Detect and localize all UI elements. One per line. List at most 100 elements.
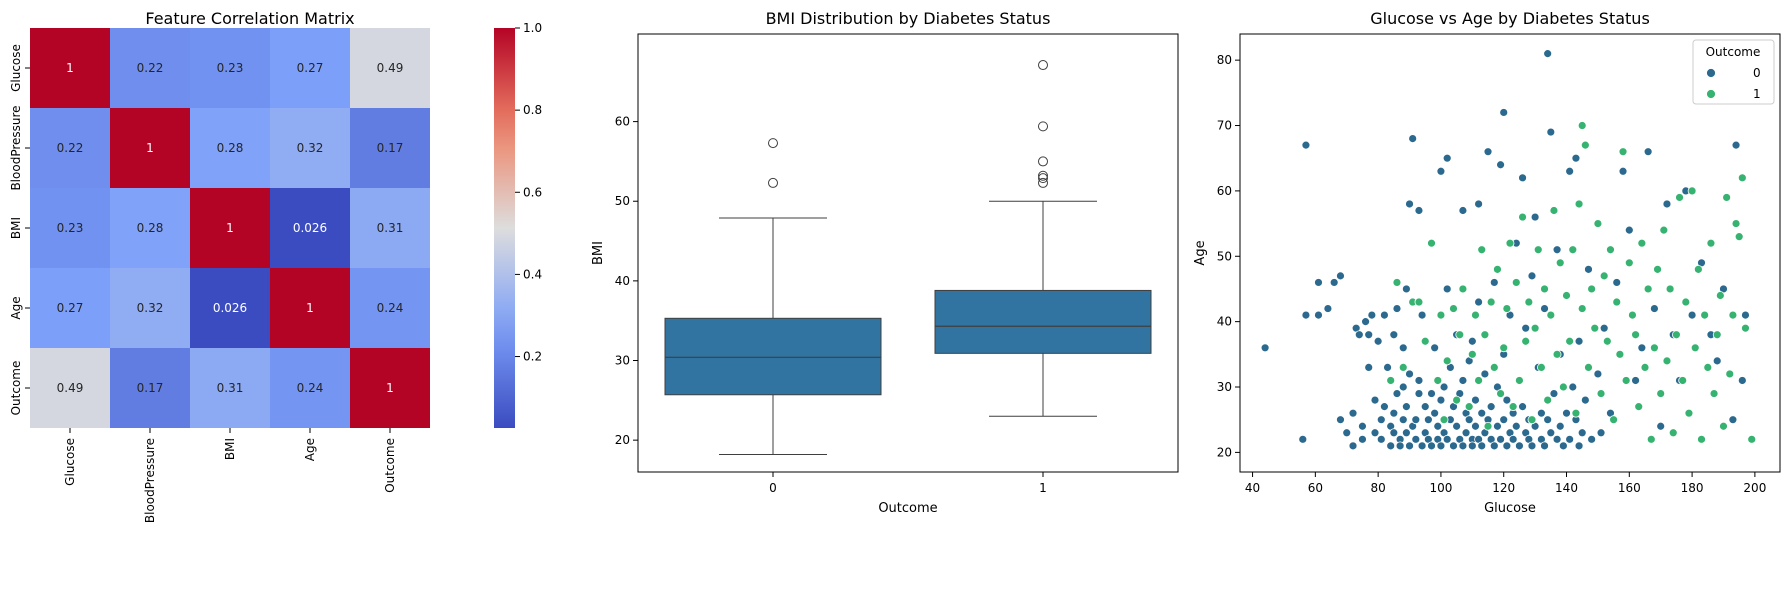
scatter-point-outcome-0 bbox=[1314, 310, 1323, 320]
heatmap-x-tick-label: Glucose bbox=[63, 438, 77, 486]
heatmap-x-tick-labels: Glucose BloodPressure BMI Age Outcome bbox=[63, 428, 397, 523]
heatmap-cell bbox=[30, 28, 110, 108]
heatmap-cell-value: 1 bbox=[306, 301, 314, 315]
scatter-x-tick-label: 60 bbox=[1308, 481, 1323, 495]
scatter-point-outcome-0 bbox=[1496, 434, 1505, 444]
scatter-point-outcome-1 bbox=[1524, 297, 1534, 307]
heatmap-y-tick-label: Outcome bbox=[9, 361, 23, 416]
heatmap-cell-value: 0.32 bbox=[137, 301, 164, 315]
scatter-point-outcome-0 bbox=[1552, 434, 1562, 444]
scatter-point-outcome-0 bbox=[1408, 134, 1418, 143]
boxplot-x-axis-label: Outcome bbox=[878, 501, 937, 516]
scatter-point-outcome-0 bbox=[1546, 127, 1556, 137]
scatter-point-outcome-0 bbox=[1389, 428, 1399, 438]
scatter-point-outcome-1 bbox=[1725, 369, 1735, 379]
heatmap-cell-value: 0.24 bbox=[297, 381, 324, 395]
heatmap-cell-value: 1 bbox=[226, 221, 234, 235]
scatter-point-outcome-0 bbox=[1471, 395, 1480, 405]
scatter-x-axis-label: Glucose bbox=[1484, 501, 1536, 516]
scatter-point-outcome-1 bbox=[1703, 363, 1713, 372]
scatter-point-outcome-0 bbox=[1401, 284, 1411, 294]
scatter-point-outcome-1 bbox=[1697, 434, 1706, 444]
scatter-point-outcome-0 bbox=[1574, 441, 1584, 451]
scatter-point-outcome-0 bbox=[1361, 317, 1370, 327]
colorbar-tick-label: 1.0 bbox=[523, 21, 542, 35]
scatter-point-outcome-0 bbox=[1405, 369, 1414, 379]
scatter-point-outcome-1 bbox=[1593, 219, 1603, 228]
scatter-point-outcome-0 bbox=[1417, 441, 1427, 451]
scatter-point-outcome-0 bbox=[1637, 343, 1647, 353]
scatter-point-outcome-0 bbox=[1336, 415, 1345, 425]
scatter-point-outcome-0 bbox=[1392, 389, 1402, 398]
scatter-point-outcome-1 bbox=[1580, 140, 1590, 150]
scatter-point-outcome-1 bbox=[1599, 271, 1609, 281]
scatter-point-outcome-0 bbox=[1373, 336, 1383, 346]
scatter-point-outcome-0 bbox=[1411, 415, 1421, 425]
scatter-point-outcome-1 bbox=[1442, 356, 1452, 366]
scatter-point-outcome-0 bbox=[1380, 310, 1389, 320]
scatter-point-outcome-0 bbox=[1383, 363, 1392, 372]
heatmap-x-tick-label: Outcome bbox=[383, 438, 397, 493]
scatter-point-outcome-1 bbox=[1455, 330, 1465, 340]
scatter-x-tick-label: 120 bbox=[1492, 481, 1515, 495]
scatter-point-outcome-0 bbox=[1489, 278, 1499, 287]
scatter-x-tick-label: 180 bbox=[1681, 481, 1704, 495]
scatter-point-outcome-0 bbox=[1568, 382, 1578, 392]
scatter-point-outcome-0 bbox=[1496, 160, 1505, 170]
heatmap-cell-value: 0.026 bbox=[213, 301, 247, 315]
scatter-point-outcome-1 bbox=[1656, 389, 1666, 398]
scatter-point-outcome-1 bbox=[1747, 434, 1757, 444]
scatter-point-outcome-1 bbox=[1662, 356, 1672, 366]
scatter-point-outcome-1 bbox=[1511, 278, 1521, 287]
scatter-point-outcome-0 bbox=[1631, 376, 1640, 385]
scatter-point-outcome-0 bbox=[1298, 434, 1308, 444]
scatter-point-outcome-1 bbox=[1587, 284, 1597, 294]
scatter-point-outcome-0 bbox=[1540, 304, 1549, 313]
boxplot-y-tick-label: 50 bbox=[615, 194, 630, 208]
scatter-point-outcome-0 bbox=[1643, 147, 1653, 157]
scatter-point-outcome-0 bbox=[1436, 395, 1446, 405]
heatmap-y-tick-labels: Glucose BloodPressure BMI Age Outcome bbox=[9, 44, 30, 415]
scatter-point-outcome-1 bbox=[1615, 349, 1625, 359]
scatter-point-outcome-1 bbox=[1628, 310, 1637, 320]
scatter-point-outcome-1 bbox=[1737, 173, 1747, 183]
scatter-point-outcome-1 bbox=[1574, 199, 1584, 209]
scatter-point-outcome-0 bbox=[1392, 304, 1402, 313]
heatmap-colorbar-ticks: 0.2 0.4 0.6 0.8 1.0 bbox=[515, 21, 542, 364]
heatmap-cell-value: 0.23 bbox=[217, 61, 244, 75]
scatter-point-outcome-1 bbox=[1741, 323, 1750, 333]
scatter-point-outcome-1 bbox=[1467, 349, 1477, 359]
scatter-point-outcome-1 bbox=[1709, 389, 1719, 398]
heatmap-cell bbox=[350, 28, 430, 108]
scatter-point-outcome-1 bbox=[1493, 264, 1502, 274]
scatter-point-outcome-1 bbox=[1499, 343, 1509, 353]
scatter-y-tick-label: 70 bbox=[1217, 119, 1232, 133]
box-iqr bbox=[934, 289, 1152, 354]
heatmap-cell bbox=[110, 108, 190, 188]
heatmap-cell bbox=[110, 28, 190, 108]
scatter-y-tick-label: 40 bbox=[1217, 315, 1232, 329]
scatter-point-outcome-1 bbox=[1502, 304, 1512, 313]
scatter-point-outcome-1 bbox=[1552, 349, 1562, 359]
scatter-point-outcome-1 bbox=[1536, 363, 1546, 372]
scatter-point-outcome-1 bbox=[1624, 258, 1634, 268]
boxplot-y-tick-label: 60 bbox=[615, 115, 630, 129]
scatter-point-outcome-1 bbox=[1634, 402, 1644, 412]
scatter-point-outcome-1 bbox=[1631, 330, 1640, 340]
scatter-point-outcome-0 bbox=[1477, 408, 1487, 418]
scatter-point-outcome-1 bbox=[1728, 310, 1738, 320]
scatter-point-outcome-1 bbox=[1621, 376, 1631, 385]
scatter-point-outcome-1 bbox=[1618, 147, 1628, 157]
scatter-point-outcome-1 bbox=[1665, 284, 1675, 294]
heatmap-cell bbox=[270, 188, 350, 268]
scatter-point-outcome-0 bbox=[1423, 415, 1433, 425]
scatter-point-outcome-0 bbox=[1401, 428, 1411, 438]
scatter-y-tick-label: 20 bbox=[1217, 445, 1232, 459]
heatmap-cell bbox=[350, 188, 430, 268]
scatter-y-tick-label: 80 bbox=[1217, 53, 1232, 67]
scatter-x-ticks: 40 60 80 100 120 140 160 180 200 bbox=[1245, 472, 1766, 495]
scatter-point-outcome-1 bbox=[1540, 284, 1549, 294]
heatmap-x-tick-label: BMI bbox=[223, 438, 237, 460]
scatter-point-outcome-0 bbox=[1584, 264, 1593, 274]
scatter-point-outcome-0 bbox=[1354, 330, 1364, 340]
